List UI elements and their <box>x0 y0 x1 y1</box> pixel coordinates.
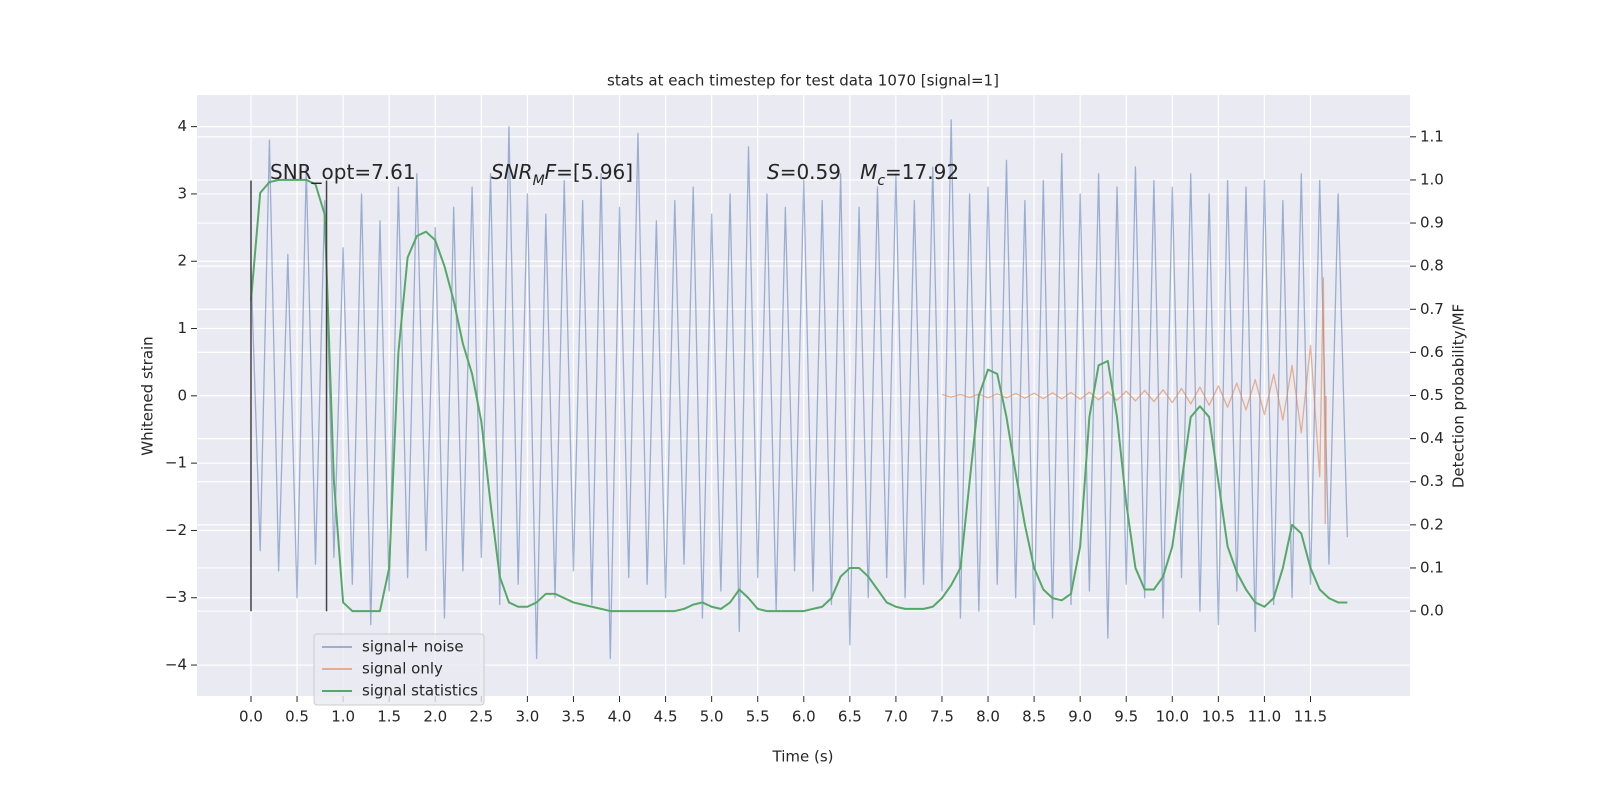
annotation-part: c <box>877 173 885 189</box>
x-tick-label: 2.5 <box>469 708 493 726</box>
x-tick-label: 6.5 <box>838 708 862 726</box>
annotation-part: M <box>533 173 545 189</box>
annotation: S=0.59 Mc=17.92 <box>767 160 959 190</box>
legend-label: signal only <box>362 660 443 678</box>
legend-label: signal statistics <box>362 682 478 700</box>
y-axis-label: Whitened strain <box>139 336 157 455</box>
y2-tick-label: 0.0 <box>1420 602 1444 620</box>
x-tick-label: 11.0 <box>1248 708 1281 726</box>
series-line <box>249 178 1348 613</box>
y2-tick-label: 0.2 <box>1420 515 1444 533</box>
x-tick-label: 7.5 <box>930 708 954 726</box>
legend-box <box>313 633 485 706</box>
y2-tick-label: 0.6 <box>1420 343 1444 361</box>
y-tick-label: 3 <box>177 184 187 202</box>
y2-tick-label: 0.9 <box>1420 214 1444 232</box>
y-tick-label: 0 <box>177 386 187 404</box>
y2-tick-label: 1.0 <box>1420 170 1444 188</box>
annotation-part: =0.59 <box>780 160 860 184</box>
y-tick-label: −4 <box>165 656 187 674</box>
x-tick-label: 4.5 <box>654 708 678 726</box>
annotation-part: S <box>767 160 780 184</box>
y2-tick-label: 0.7 <box>1420 300 1444 318</box>
x-axis-label: Time (s) <box>772 748 834 766</box>
x-tick-label: 10.0 <box>1156 708 1189 726</box>
x-tick-label: 0.0 <box>239 708 263 726</box>
legend-label: signal+ noise <box>362 638 464 656</box>
y-tick-label: −1 <box>165 454 187 472</box>
y-tick-label: 4 <box>177 117 187 135</box>
y-tick-label: 2 <box>177 252 187 270</box>
x-tick-label: 0.5 <box>285 708 309 726</box>
y-tick-label: 1 <box>177 319 187 337</box>
x-tick-label: 3.5 <box>562 708 586 726</box>
annotation-part: SNR <box>491 160 533 184</box>
series-line <box>250 119 1348 659</box>
x-tick-label: 4.0 <box>608 708 632 726</box>
annotation-part: SNR_opt=7.61 <box>270 160 416 184</box>
y-tick-label: −3 <box>165 588 187 606</box>
x-tick-label: 6.0 <box>792 708 816 726</box>
annotation-part: =[5.96] <box>556 160 633 184</box>
y2-tick-label: 0.3 <box>1420 472 1444 490</box>
x-tick-label: 8.0 <box>976 708 1000 726</box>
x-tick-label: 1.5 <box>377 708 401 726</box>
y-tick-label: −2 <box>165 521 187 539</box>
x-tick-label: 3.0 <box>515 708 539 726</box>
x-tick-label: 11.5 <box>1294 708 1327 726</box>
x-tick-label: 10.5 <box>1202 708 1235 726</box>
x-tick-label: 1.0 <box>331 708 355 726</box>
annotation-part: M <box>860 160 877 184</box>
annotation-part: =17.92 <box>885 160 959 184</box>
x-tick-label: 7.0 <box>884 708 908 726</box>
y2-tick-label: 0.4 <box>1420 429 1444 447</box>
y2-tick-label: 0.1 <box>1420 558 1444 576</box>
series-line <box>941 277 1327 525</box>
x-tick-label: 2.0 <box>423 708 447 726</box>
x-tick-label: 5.0 <box>700 708 724 726</box>
x-tick-label: 8.5 <box>1022 708 1046 726</box>
annotation: SNR_opt=7.61 <box>270 160 416 184</box>
annotation-part: F <box>545 160 557 184</box>
y2-tick-label: 0.5 <box>1420 386 1444 404</box>
x-tick-label: 5.5 <box>746 708 770 726</box>
annotation: SNRMF=[5.96] <box>491 160 633 190</box>
y2-tick-label: 1.1 <box>1420 127 1444 145</box>
y2-axis-label: Detection probability/MF <box>1450 304 1468 488</box>
y2-tick-label: 0.8 <box>1420 257 1444 275</box>
x-tick-label: 9.5 <box>1114 708 1138 726</box>
chart-title: stats at each timestep for test data 107… <box>607 72 999 90</box>
x-tick-label: 9.0 <box>1068 708 1092 726</box>
